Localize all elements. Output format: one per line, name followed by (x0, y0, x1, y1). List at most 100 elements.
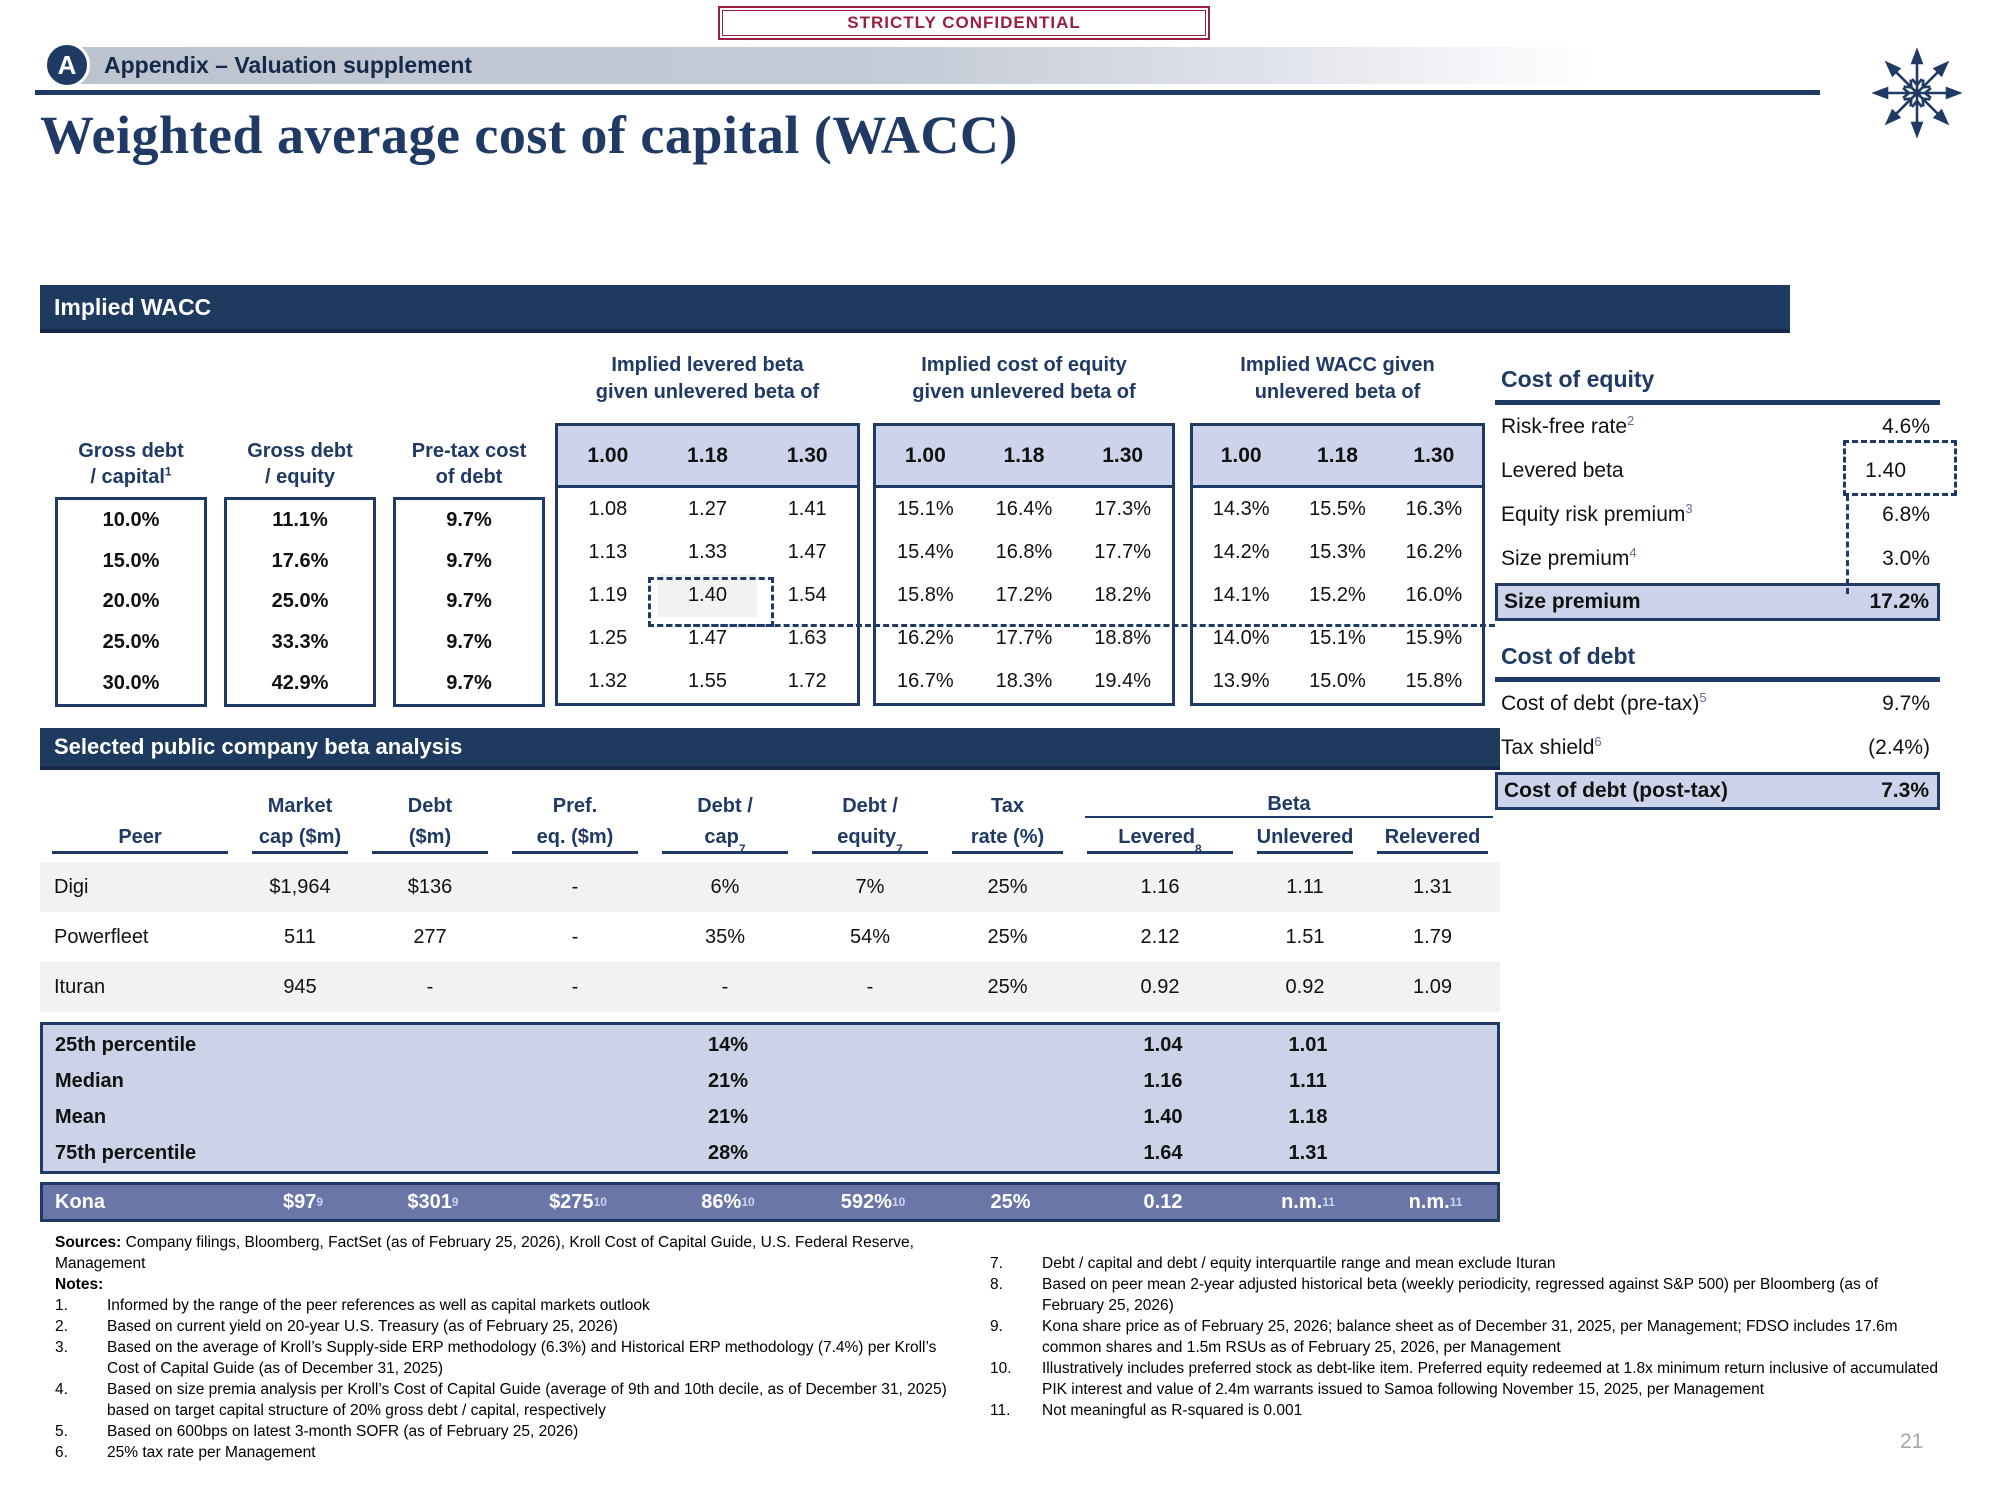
summary-row: Mean 21% 1.40 1.18 (43, 1099, 1497, 1135)
peer-row-ituran: Ituran 945 - - - - 25% 0.92 0.92 1.09 (40, 962, 1500, 1012)
notes-label: Notes: (55, 1276, 104, 1293)
col-header-gross-debt-capital: Gross debt / capital1 (78, 440, 184, 488)
footnote: 5. Based on 600bps on latest 3-month SOFR… (55, 1423, 579, 1440)
table-cell: 9.7% (446, 631, 492, 654)
column-header: Peer (52, 820, 228, 854)
table-cell: 16.4% (995, 498, 1053, 520)
column-header: equity 7 (812, 820, 928, 855)
table-cell: 1.40 (1143, 1105, 1183, 1128)
table-cell: - (866, 975, 874, 998)
beta-header: 1.18 (1003, 443, 1045, 467)
table-cell: 15.4% (896, 541, 954, 563)
beta-table-header-top: Market Debt Pref. Debt / Debt / Tax (40, 786, 1500, 820)
column-header: Tax (991, 795, 1024, 817)
beta-group-header: Beta (1085, 786, 1493, 818)
table-cell: 1.13 (588, 541, 628, 563)
footnote: 3. Based on the average of Kroll’s Supply… (55, 1339, 937, 1377)
table-cell: 0.12 (1143, 1190, 1183, 1213)
column-header: Debt / (842, 795, 898, 817)
summary-label: Median (55, 1069, 124, 1092)
levered-beta-dashed-box (1843, 440, 1957, 496)
sidebar-row: Equity risk premium3 6.8% (1501, 501, 1930, 526)
table-cell: 15.9% (1405, 627, 1463, 649)
table-cell: - (426, 975, 434, 998)
table-cell: 25% (987, 875, 1028, 898)
summary-row: Median 21% 1.16 1.11 (43, 1063, 1497, 1099)
beta-header: 1.00 (587, 443, 629, 467)
table-cell: 25.0% (102, 631, 160, 654)
table-cell: $97 9 (282, 1190, 324, 1213)
arrow-star-logo (1872, 48, 1962, 138)
table-cell: 1.11 (1286, 875, 1324, 898)
table-cell: 1.18 (1288, 1105, 1328, 1128)
table-cell: 7% (855, 875, 885, 898)
footnote: 11. Not meaningful as R-squared is 0.001 (990, 1402, 1303, 1419)
table-cell: 25% (987, 925, 1028, 948)
column-header: eq. ($m) (512, 820, 638, 854)
group-title-cost-of-equity: Implied cost of equity given unlevered be… (912, 354, 1136, 403)
footnote-marker: 2 (1627, 413, 1635, 428)
table-cell: 18.3% (995, 670, 1053, 692)
table-cell: 21% (707, 1069, 749, 1092)
footnote: 6. 25% tax rate per Management (55, 1444, 316, 1461)
sidebar-value: 3.0% (1882, 547, 1930, 570)
table-cell: 0.92 (1285, 975, 1325, 998)
table-cell: 1.27 (688, 498, 727, 520)
table-cell: 16.0% (1405, 584, 1463, 606)
beta-header: 1.18 (687, 443, 728, 467)
pretax-cost-of-debt-column: 9.7% 9.7% 9.7% 9.7% 9.7% (393, 497, 545, 707)
table-cell: 1.32 (588, 670, 628, 692)
table-cell: 1.19 (588, 584, 628, 606)
table-cell: $136 (407, 875, 453, 898)
sidebar-value: 1.40 (1865, 459, 1906, 482)
table-cell: 15.2% (1309, 584, 1366, 606)
appendix-bar (52, 47, 1595, 84)
table-cell: 28% (707, 1141, 749, 1164)
sidebar-row: Levered beta 1.40 (1495, 449, 1940, 493)
footnote: 8. Based on peer mean 2-year adjusted his… (990, 1276, 1879, 1314)
table-cell: 30.0% (102, 672, 160, 695)
table-cell: 14.3% (1212, 498, 1270, 520)
implied-wacc-section-title: Implied WACC (54, 293, 212, 320)
table-cell: 1.54 (787, 584, 827, 606)
cost-of-equity-title: Cost of equity (1495, 366, 1940, 405)
footnote-marker: 3 (1685, 501, 1693, 516)
cost-of-equity-panel: Cost of equity Risk-free rate2 4.6% Leve… (1495, 366, 1940, 621)
title-divider (35, 90, 1820, 95)
table-cell: 19.4% (1094, 670, 1152, 692)
table-cell: - (721, 975, 729, 998)
table-cell: - (571, 975, 579, 998)
dashed-connector-vertical (1846, 495, 1849, 594)
summary-row: 25th percentile 14% 1.04 1.01 (43, 1027, 1497, 1063)
table-cell: 1.16 (1143, 1069, 1183, 1092)
table-cell: 1.31 (1413, 875, 1452, 898)
appendix-label: Appendix – Valuation supplement (104, 52, 473, 78)
table-cell: 1.16 (1140, 875, 1180, 898)
table-cell: 1.25 (588, 627, 628, 649)
column-header: Relevered (1377, 820, 1488, 854)
table-cell: 1.79 (1413, 925, 1452, 948)
implied-wacc-section-header: Implied WACC (40, 285, 1790, 333)
table-cell: 11.1% (272, 508, 328, 531)
table-cell: - (571, 925, 579, 948)
dashed-connector-line (648, 624, 1495, 627)
sidebar-value: 6.8% (1882, 503, 1930, 526)
table-cell: 511 (284, 925, 316, 948)
table-cell: - (571, 875, 579, 898)
table-cell: 277 (413, 925, 447, 948)
beta-summary-box: 25th percentile 14% 1.04 1.01 Median 21%… (40, 1022, 1500, 1174)
beta-header: 1.18 (1317, 443, 1358, 467)
table-cell: 15.5% (1309, 498, 1366, 520)
gross-debt-equity-column: 11.1% 17.6% 25.0% 33.3% 42.9% (224, 497, 376, 707)
footnote: 9. Kona share price as of February 25, 20… (990, 1318, 1898, 1356)
table-cell: 6% (710, 875, 740, 898)
column-header: cap 7 (662, 820, 788, 855)
column-header: cap ($m) (252, 820, 348, 854)
footnote: 1. Informed by the range of the peer refe… (55, 1297, 650, 1314)
col-header-gross-debt-equity: Gross debt / equity (247, 440, 353, 488)
table-cell: 1.72 (787, 670, 827, 692)
table-cell: 15.1% (1309, 627, 1366, 649)
footnote: 7. Debt / capital and debt / equity inter… (990, 1255, 1556, 1272)
table-cell: 14.2% (1212, 541, 1270, 563)
beta-header: 1.30 (1102, 443, 1144, 467)
